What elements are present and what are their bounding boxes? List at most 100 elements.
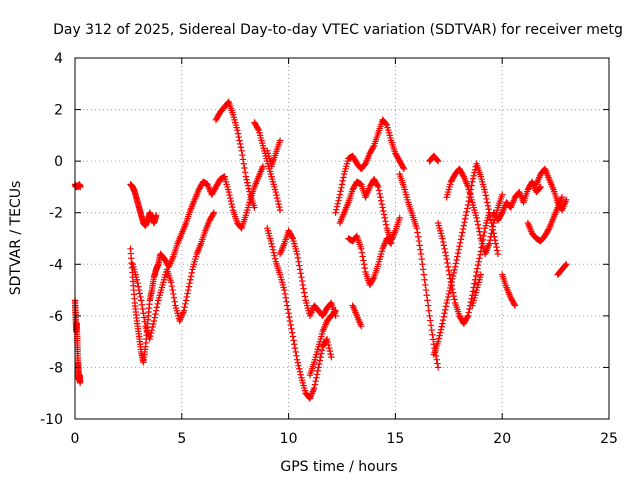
data-point (438, 323, 445, 330)
data-point (244, 179, 251, 186)
data-point (439, 235, 446, 242)
data-point (147, 329, 155, 337)
data-point (326, 347, 334, 355)
data-point (418, 255, 425, 263)
data-point (269, 246, 277, 253)
data-point (458, 232, 465, 240)
data-point (286, 313, 293, 321)
data-point (170, 290, 177, 298)
data-point (439, 320, 446, 327)
data-point (226, 191, 233, 199)
data-point (138, 297, 145, 304)
data-point (455, 246, 462, 253)
y-tick-label: -6 (49, 309, 63, 325)
data-point (379, 204, 386, 211)
data-point (332, 307, 339, 314)
data-point (511, 301, 518, 308)
data-point (276, 203, 283, 211)
data-point (323, 335, 331, 343)
data-point (316, 360, 323, 368)
data-point (291, 344, 299, 352)
data-point (169, 286, 176, 294)
data-point (340, 174, 347, 181)
data-point (463, 208, 470, 216)
data-point (537, 183, 544, 191)
data-point (259, 163, 267, 170)
data-point (150, 320, 157, 328)
x-tick-label: 15 (386, 431, 404, 447)
data-point (435, 335, 443, 342)
data-point (511, 302, 519, 309)
data-point (170, 294, 178, 302)
data-point (464, 205, 471, 212)
data-point (460, 222, 467, 229)
data-point (417, 250, 425, 258)
data-point (443, 255, 450, 263)
data-point (136, 290, 143, 297)
data-point (276, 206, 284, 214)
data-point (380, 207, 387, 215)
data-point (419, 266, 427, 273)
data-point (141, 318, 148, 326)
data-point (167, 279, 175, 286)
data-point (414, 233, 422, 240)
data-point (283, 298, 290, 305)
data-point (185, 283, 193, 290)
data-point (268, 240, 275, 247)
data-point (314, 367, 321, 375)
data-point (241, 164, 248, 172)
data-point (295, 362, 302, 369)
data-point (301, 289, 308, 296)
data-point (237, 224, 245, 231)
data-point (185, 286, 192, 294)
data-point (443, 299, 450, 307)
data-point (498, 210, 505, 218)
data-point (353, 233, 360, 240)
data-point (152, 212, 160, 219)
data-point (313, 371, 321, 378)
data-point (316, 357, 324, 364)
data-point (242, 173, 250, 180)
data-point (187, 273, 195, 280)
data-point (228, 200, 235, 208)
data-point (137, 293, 144, 301)
data-point (180, 307, 188, 314)
data-point (290, 337, 297, 344)
data-point (210, 209, 218, 216)
data-point (476, 251, 484, 259)
data-point (184, 290, 191, 297)
data-point (271, 252, 278, 259)
data-point (441, 310, 448, 317)
data-point (331, 308, 339, 315)
data-point (282, 294, 289, 302)
data-point (312, 377, 319, 385)
data-point (325, 344, 333, 352)
data-point (422, 286, 430, 294)
data-point (227, 194, 234, 202)
data-point (428, 326, 435, 334)
data-point (482, 192, 490, 199)
data-point (419, 261, 426, 268)
data-point (281, 286, 288, 294)
data-point (182, 300, 189, 308)
data-point (289, 333, 297, 340)
data-point (281, 290, 289, 298)
data-point (229, 203, 236, 211)
data-point (434, 360, 441, 367)
data-point (361, 264, 368, 272)
data-point (396, 214, 403, 222)
data-point (284, 306, 292, 313)
data-point (293, 250, 301, 258)
data-point (337, 188, 344, 195)
data-point (224, 99, 232, 106)
data-point (283, 302, 291, 309)
data-point (382, 221, 390, 228)
data-point (473, 214, 480, 222)
data-point (332, 209, 339, 216)
data-point (377, 197, 385, 204)
data-point (336, 191, 344, 198)
data-point (449, 286, 456, 293)
data-point (447, 275, 454, 282)
data-point (227, 197, 235, 205)
data-point (333, 203, 341, 210)
